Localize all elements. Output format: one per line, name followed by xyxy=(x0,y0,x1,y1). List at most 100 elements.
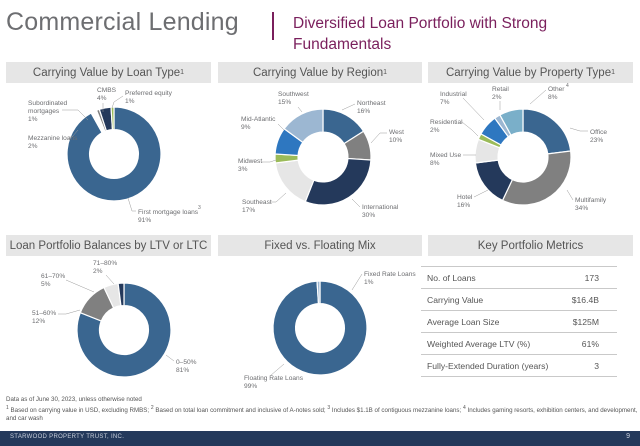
footnote-line-2: 1 Based on carrying value in USD, exclud… xyxy=(6,404,638,423)
panel-header-region: Carrying Value by Region 1 xyxy=(218,62,422,83)
label-mid-atlantic-value: 9% xyxy=(241,124,251,131)
footnote-num: 1 xyxy=(6,405,9,411)
ltv-donut xyxy=(76,282,172,378)
label-other-value: 8% xyxy=(548,94,558,101)
label-subordinated-value: 1% xyxy=(28,116,38,123)
label-other: Other xyxy=(548,86,565,93)
label-ltv-51-60-value: 12% xyxy=(32,318,45,325)
label-ltv-61-70: 61–70% xyxy=(41,273,65,280)
key-metrics-table: No. of Loans 173 Carrying Value $16.4B Ave… xyxy=(421,266,617,377)
label-ltv-51-60: 51–60% xyxy=(32,310,56,317)
loan-type-donut xyxy=(66,106,162,202)
label-hotel-value: 16% xyxy=(457,202,470,209)
label-midwest: Midwest xyxy=(238,158,262,165)
table-row: Average Loan Size $125M xyxy=(421,310,617,333)
metric-label: Fully-Extended Duration (years) xyxy=(421,354,557,377)
panel-header-property-text: Carrying Value by Property Type xyxy=(445,66,612,79)
label-west-value: 10% xyxy=(389,137,402,144)
label-cmbs-value: 4% xyxy=(97,95,107,102)
label-first-mortgage-value: 91% xyxy=(138,217,151,224)
label-floating-rate: Floating Rate Loans xyxy=(244,375,304,382)
label-international-value: 30% xyxy=(362,212,375,219)
footnote-num: 3 xyxy=(327,405,331,411)
label-ltv-71-80-value: 2% xyxy=(93,268,103,275)
footnote-text: Based on carrying value in USD, excludin… xyxy=(10,407,150,415)
label-retail-value: 2% xyxy=(492,94,502,101)
footer-bar: STARWOOD PROPERTY TRUST, INC. 9 xyxy=(0,431,640,446)
leader-west xyxy=(370,132,387,144)
label-multifamily: Multifamily xyxy=(575,197,607,204)
slice-71-80 xyxy=(117,282,125,307)
slice-other xyxy=(499,108,524,136)
footnote-num: 4 xyxy=(462,405,466,411)
label-hotel: Hotel xyxy=(457,194,473,201)
label-ltv-0-50: 0–50% xyxy=(176,359,197,366)
metric-label: Weighted Average LTV (%) xyxy=(421,332,557,355)
panel-header-loan-type: Carrying Value by Loan Type 1 xyxy=(6,62,211,83)
slice-fixed-rate-loans xyxy=(316,280,321,305)
footer-company: STARWOOD PROPERTY TRUST, INC. xyxy=(10,434,125,440)
label-mezzanine-value: 2% xyxy=(28,143,38,150)
footnote-text: Based on total loan commitment and inclu… xyxy=(155,407,326,415)
panel-header-metrics-text: Key Portfolio Metrics xyxy=(477,239,584,252)
label-other-sup: 4 xyxy=(566,83,569,89)
panel-header-loan-type-text: Carrying Value by Loan Type xyxy=(32,66,181,79)
label-southwest: Southwest xyxy=(278,91,309,98)
label-office: Office xyxy=(590,129,607,136)
footnote-line-1: Data as of June 30, 2023, unless otherwi… xyxy=(6,396,142,403)
label-mid-atlantic: Mid-Atlantic xyxy=(241,116,276,123)
leader-office xyxy=(569,127,588,132)
footnote-text: Includes $1.1B of contiguous mezzanine l… xyxy=(331,407,462,415)
footnote-ref-1: 1 xyxy=(383,69,388,76)
label-preferred-equity: Preferred equity xyxy=(125,90,173,97)
metric-value: 173 xyxy=(557,266,617,289)
label-northeast: Northeast xyxy=(357,100,386,107)
label-multifamily-value: 34% xyxy=(575,205,588,212)
slice-southeast xyxy=(274,159,315,203)
panel-header-fixed-text: Fixed vs. Floating Mix xyxy=(264,239,376,252)
label-industrial: Industrial xyxy=(440,91,467,98)
slice-0-50 xyxy=(76,282,172,378)
metric-label: Carrying Value xyxy=(421,288,557,311)
fixed-floating-donut xyxy=(272,280,368,376)
footnotes: Data as of June 30, 2023, unless otherwi… xyxy=(6,396,638,423)
label-office-value: 23% xyxy=(590,137,603,144)
table-row: Weighted Average LTV (%) 61% xyxy=(421,332,617,355)
footnote-ref-1: 1 xyxy=(611,69,616,76)
slice-office xyxy=(522,108,572,155)
footnote-text: Includes gaming resorts, exhibition cent… xyxy=(6,407,638,423)
label-southeast: Southeast xyxy=(242,199,272,206)
footnote-num: 2 xyxy=(150,405,154,411)
property-type-donut xyxy=(474,108,572,206)
label-southeast-value: 17% xyxy=(242,207,255,214)
table-row: Fully-Extended Duration (years) 3 xyxy=(421,354,617,377)
slice-multifamily xyxy=(501,150,572,206)
footnote-ref-1: 1 xyxy=(180,69,185,76)
panel-header-fixed-floating: Fixed vs. Floating Mix xyxy=(218,235,422,256)
label-ltv-0-50-value: 81% xyxy=(176,367,189,374)
table-row: Carrying Value $16.4B xyxy=(421,288,617,311)
page-subtitle: Diversified Loan Portfolio with Strong F… xyxy=(293,15,548,53)
label-mixed-use-value: 8% xyxy=(430,160,440,167)
metric-label: Average Loan Size xyxy=(421,310,557,333)
page-title: Commercial Lending xyxy=(6,8,239,36)
label-floating-rate-value: 99% xyxy=(244,383,257,390)
slice-floating-rate-loans xyxy=(272,280,368,376)
panel-header-property-type: Carrying Value by Property Type 1 xyxy=(428,62,633,83)
label-first-mortgage-sup: 3 xyxy=(198,205,201,211)
label-residential-value: 2% xyxy=(430,127,440,134)
label-residential: Residential xyxy=(430,119,463,126)
panel-header-ltv: Loan Portfolio Balances by LTV or LTC xyxy=(6,235,211,256)
metric-label: No. of Loans xyxy=(421,266,557,289)
label-ltv-71-80: 71–80% xyxy=(93,260,117,267)
region-donut xyxy=(274,108,372,206)
label-fixed-rate: Fixed Rate Loans xyxy=(364,271,416,278)
label-west: West xyxy=(389,129,404,136)
title-divider xyxy=(272,12,274,40)
panel-header-ltv-text: Loan Portfolio Balances by LTV or LTC xyxy=(9,239,208,252)
leader-other xyxy=(529,89,547,105)
label-mixed-use: Mixed Use xyxy=(430,152,461,159)
label-preferred-equity-value: 1% xyxy=(125,98,135,105)
metric-value: 61% xyxy=(557,332,617,355)
label-first-mortgage: First mortgage loans xyxy=(138,209,199,216)
